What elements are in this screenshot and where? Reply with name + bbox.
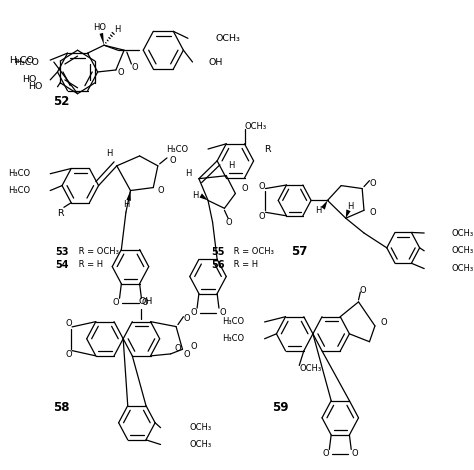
Text: H₃CO: H₃CO [14,57,39,67]
Text: H₃CO: H₃CO [9,55,34,64]
Text: OCH₃: OCH₃ [215,34,240,43]
Text: R = H: R = H [76,260,103,269]
Text: O: O [322,449,329,458]
Text: O: O [190,307,197,317]
Text: H: H [185,169,191,178]
Text: O: O [65,320,72,329]
Text: 57: 57 [291,245,308,258]
Text: H₃CO: H₃CO [166,145,188,154]
Text: R = OCH₃: R = OCH₃ [76,247,118,256]
Text: H: H [228,161,234,170]
Text: O: O [219,307,226,317]
Text: HO: HO [93,23,106,32]
Text: H₃CO: H₃CO [8,169,30,178]
Text: O: O [169,157,176,165]
Text: OCH₃: OCH₃ [452,228,474,237]
Text: H: H [192,191,199,200]
Text: O: O [184,314,191,323]
Text: OCH₃: OCH₃ [245,122,267,131]
Text: O: O [157,186,164,195]
Text: HO: HO [28,82,43,91]
Text: OH: OH [209,57,223,67]
Text: H₃CO: H₃CO [222,334,245,343]
Text: O: O [174,345,181,353]
Text: R: R [264,145,271,154]
Text: 54: 54 [55,259,69,270]
Polygon shape [100,33,104,45]
Text: O: O [117,69,124,78]
Text: OCH₃: OCH₃ [190,440,212,449]
Text: O: O [241,184,248,193]
Text: 59: 59 [272,401,288,415]
Text: H: H [347,202,354,211]
Text: OCH₃: OCH₃ [452,264,474,273]
Polygon shape [127,190,131,201]
Text: O: O [184,350,191,359]
Text: 52: 52 [53,95,69,108]
Text: OCH₃: OCH₃ [299,364,321,373]
Text: H: H [123,200,129,209]
Text: H₃CO: H₃CO [8,186,30,195]
Text: 55: 55 [211,247,224,257]
Text: R: R [57,209,64,218]
Text: O: O [226,218,232,227]
Text: H₃CO: H₃CO [222,317,245,327]
Text: O: O [352,449,358,458]
Text: H: H [115,25,121,34]
Text: O: O [381,319,387,328]
Text: O: O [142,298,148,307]
Text: O: O [370,208,376,217]
Text: O: O [258,212,265,221]
Text: OH: OH [139,297,153,306]
Text: O: O [65,350,72,359]
Text: H: H [315,206,321,215]
Text: R = H: R = H [231,260,258,269]
Text: R = OCH₃: R = OCH₃ [231,247,273,256]
Text: OCH₃: OCH₃ [452,246,474,255]
Polygon shape [200,193,208,200]
Text: 53: 53 [55,247,69,257]
Text: O: O [370,179,376,188]
Text: 56: 56 [211,259,224,270]
Polygon shape [346,210,351,218]
Text: O: O [112,298,119,307]
Polygon shape [321,200,328,210]
Text: O: O [190,342,197,351]
Text: O: O [258,182,265,191]
Text: O: O [360,285,366,295]
Text: H: H [106,149,113,158]
Text: HO: HO [22,75,36,84]
Text: 58: 58 [53,401,70,415]
Text: OCH₃: OCH₃ [190,423,212,432]
Text: O: O [132,63,138,72]
